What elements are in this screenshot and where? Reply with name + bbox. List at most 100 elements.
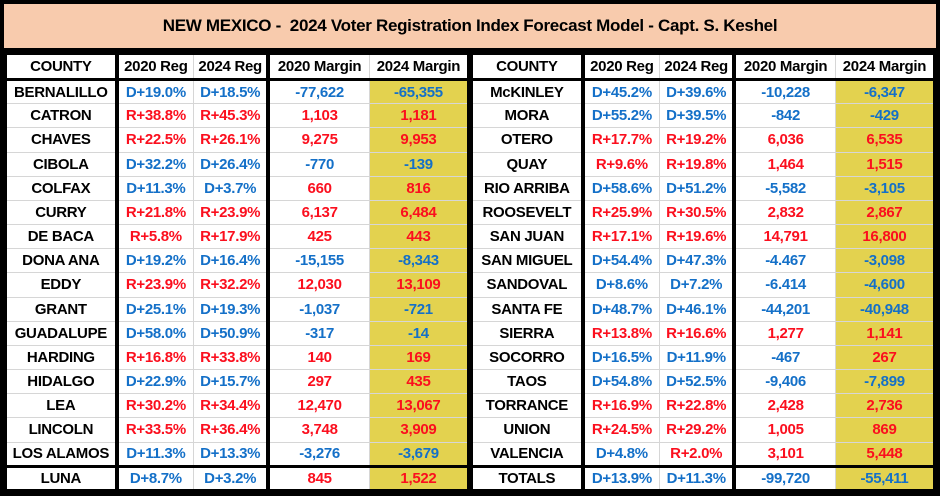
reg-2024-cell: R+29.2% [659,417,737,443]
county-table-left: COUNTY 2020 Reg 2024 Reg 2020 Margin 202… [4,52,470,492]
reg-2020-cell: D+4.8% [582,441,661,467]
table-row: HIDALGO D+22.9% D+15.7% 297 435 [5,369,469,394]
reg-2024-cell: D+15.7% [193,369,271,394]
reg-2020-cell: D+8.7% [116,464,195,491]
county-cell: ROOSEVELT [471,199,585,225]
county-cell: McKINLEY [471,78,585,104]
header-reg-2024: 2024 Reg [193,53,271,81]
margin-2024-cell: -429 [835,103,935,128]
table-row: SOCORRO D+16.5% D+11.9% -467 267 [471,344,935,370]
margin-2024-cell: 267 [835,344,935,370]
margin-2020-cell: 12,470 [268,393,370,418]
reg-2020-cell: D+19.0% [116,78,195,104]
reg-2020-cell: R+9.6% [582,151,661,177]
reg-2020-cell: R+33.5% [116,417,195,443]
margin-2024-cell: 1,522 [369,464,469,491]
title-bar: NEW MEXICO - 2024 Voter Registration Ind… [4,4,936,52]
table-row: VALENCIA D+4.8% R+2.0% 3,101 5,448 [471,441,935,467]
margin-2020-cell: -3,276 [268,441,370,467]
margin-2024-cell: -7,899 [835,369,935,394]
margin-2020-cell: -4.467 [734,248,836,273]
county-cell: CIBOLA [5,151,119,177]
reg-2024-cell: R+16.6% [659,320,737,346]
margin-2024-cell: -8,343 [369,248,469,273]
table-row: ROOSEVELT R+25.9% R+30.5% 2,832 2,867 [471,199,935,225]
reg-2024-cell: R+19.6% [659,224,737,249]
margin-2020-cell: -99,720 [734,464,836,491]
reg-2020-cell: R+30.2% [116,393,195,418]
county-cell: LOS ALAMOS [5,441,119,467]
table-row: EDDY R+23.9% R+32.2% 12,030 13,109 [5,272,469,298]
county-cell: LEA [5,393,119,418]
county-cell: CURRY [5,199,119,225]
table-body-left: BERNALILLO D+19.0% D+18.5% -77,622 -65,355 CA… [5,78,469,491]
margin-2024-cell: 13,067 [369,393,469,418]
reg-2024-cell: D+26.4% [193,151,271,177]
reg-2020-cell: D+45.2% [582,78,661,104]
county-cell: CATRON [5,103,119,128]
table-row: SAN MIGUEL D+54.4% D+47.3% -4.467 -3,098 [471,248,935,273]
margin-2020-cell: 3,101 [734,441,836,467]
margin-2024-cell: -3,098 [835,248,935,273]
table-row: TAOS D+54.8% D+52.5% -9,406 -7,899 [471,369,935,394]
margin-2024-cell: 443 [369,224,469,249]
table-row: RIO ARRIBA D+58.6% D+51.2% -5,582 -3,105 [471,175,935,201]
county-cell: SANTA FE [471,296,585,322]
county-cell: MORA [471,103,585,128]
margin-2024-cell: 5,448 [835,441,935,467]
table-row: GUADALUPE D+58.0% D+50.9% -317 -14 [5,320,469,346]
county-cell: HARDING [5,344,119,370]
county-cell: HIDALGO [5,369,119,394]
margin-2020-cell: -9,406 [734,369,836,394]
reg-2024-cell: R+19.2% [659,127,737,153]
county-cell: LUNA [5,464,119,491]
reg-2020-cell: D+58.0% [116,320,195,346]
reg-2024-cell: D+19.3% [193,296,271,322]
reg-2024-cell: D+18.5% [193,78,271,104]
county-cell: SAN JUAN [471,224,585,249]
reg-2024-cell: R+22.8% [659,393,737,418]
margin-2024-cell: -40,948 [835,296,935,322]
table-row: McKINLEY D+45.2% D+39.6% -10,228 -6,347 [471,78,935,104]
reg-2020-cell: R+17.7% [582,127,661,153]
reg-2024-cell: R+26.1% [193,127,271,153]
margin-2024-cell: -4,600 [835,272,935,298]
table-row: SANDOVAL D+8.6% D+7.2% -6.414 -4,600 [471,272,935,298]
reg-2020-cell: D+13.9% [582,464,661,491]
margin-2020-cell: -15,155 [268,248,370,273]
margin-2020-cell: 3,748 [268,417,370,443]
reg-2020-cell: R+5.8% [116,224,195,249]
reg-2020-cell: D+58.6% [582,175,661,201]
header-row: COUNTY 2020 Reg 2024 Reg 2020 Margin 202… [5,53,469,81]
county-cell: TORRANCE [471,393,585,418]
table-row: BERNALILLO D+19.0% D+18.5% -77,622 -65,355 [5,78,469,104]
reg-2024-cell: D+11.9% [659,344,737,370]
reg-2024-cell: D+13.3% [193,441,271,467]
reg-2024-cell: R+30.5% [659,199,737,225]
reg-2020-cell: R+17.1% [582,224,661,249]
county-cell: LINCOLN [5,417,119,443]
table-row: COLFAX D+11.3% D+3.7% 660 816 [5,175,469,201]
table-row: DONA ANA D+19.2% D+16.4% -15,155 -8,343 [5,248,469,273]
margin-2024-cell: 869 [835,417,935,443]
county-cell: DE BACA [5,224,119,249]
county-cell: VALENCIA [471,441,585,467]
header-reg-2020: 2020 Reg [116,53,195,81]
county-cell: DONA ANA [5,248,119,273]
margin-2024-cell: -139 [369,151,469,177]
reg-2020-cell: D+54.4% [582,248,661,273]
header-row: COUNTY 2020 Reg 2024 Reg 2020 Margin 202… [471,53,935,81]
county-cell: EDDY [5,272,119,298]
reg-2020-cell: D+25.1% [116,296,195,322]
reg-2024-cell: R+17.9% [193,224,271,249]
margin-2020-cell: -44,201 [734,296,836,322]
reg-2020-cell: R+13.8% [582,320,661,346]
reg-2020-cell: R+38.8% [116,103,195,128]
table-row: CURRY R+21.8% R+23.9% 6,137 6,484 [5,199,469,225]
county-cell: BERNALILLO [5,78,119,104]
margin-2020-cell: 1,005 [734,417,836,443]
margin-2024-cell: 3,909 [369,417,469,443]
county-cell: GRANT [5,296,119,322]
table-row: SIERRA R+13.8% R+16.6% 1,277 1,141 [471,320,935,346]
table-row: UNION R+24.5% R+29.2% 1,005 869 [471,417,935,443]
